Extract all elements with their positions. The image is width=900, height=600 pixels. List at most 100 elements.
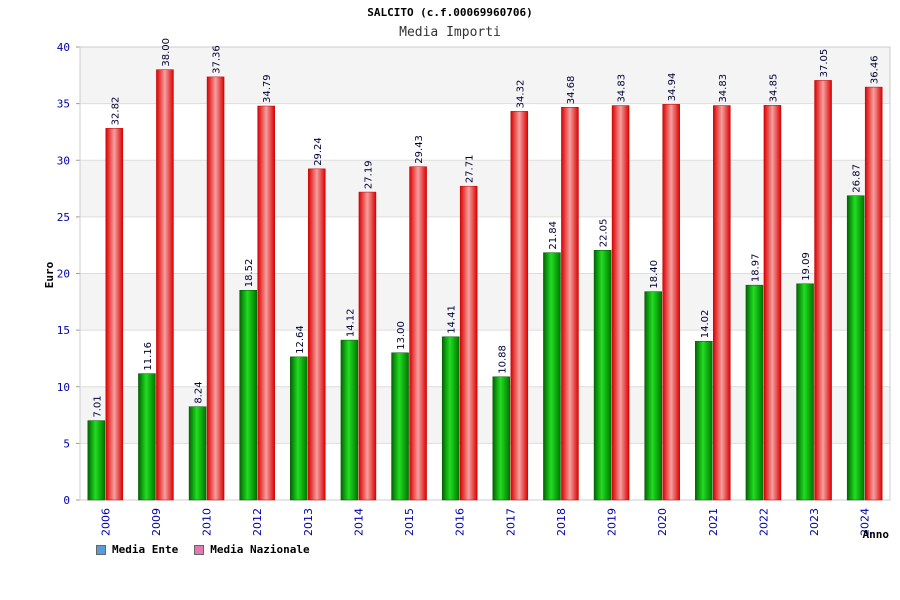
legend-label-media-ente: Media Ente [112, 543, 179, 556]
data-label: 18.97 [750, 254, 761, 283]
bar-media-ente [239, 290, 257, 501]
bar-media-nazionale [206, 76, 225, 501]
data-label: 13.00 [396, 321, 407, 350]
data-label: 12.64 [295, 325, 306, 354]
x-tick-label: 2017 [504, 508, 517, 536]
data-label: 22.05 [599, 219, 610, 248]
y-tick-label: 10 [57, 381, 70, 394]
bar-media-nazionale [409, 166, 427, 501]
data-label: 36.46 [870, 55, 881, 84]
bar-media-nazionale [763, 105, 782, 501]
bar-media-nazionale [662, 104, 680, 501]
data-label: 34.32 [515, 80, 526, 109]
data-label: 19.09 [801, 252, 812, 281]
x-axis-label: Anno [863, 528, 890, 541]
x-tick-label: 2015 [403, 508, 416, 536]
bar-media-nazionale [308, 168, 326, 501]
y-tick-label: 40 [57, 41, 70, 54]
y-tick-label: 15 [57, 324, 70, 337]
data-label: 21.84 [548, 221, 559, 250]
bar-media-nazionale [561, 106, 579, 501]
data-label: 27.19 [363, 160, 374, 189]
data-label: 14.41 [447, 305, 458, 334]
bar-media-ente [846, 195, 865, 501]
y-tick-label: 5 [63, 437, 70, 450]
x-tick-label: 2022 [757, 508, 770, 536]
data-label: 29.43 [414, 135, 425, 164]
data-label: 34.83 [617, 74, 628, 103]
x-tick-label: 2021 [707, 508, 720, 536]
x-tick-label: 2016 [454, 508, 467, 536]
data-label: 34.94 [667, 73, 678, 102]
x-tick-label: 2018 [555, 508, 568, 536]
bar-media-ente [441, 336, 460, 501]
legend-item-media-ente: Media Ente [96, 543, 178, 556]
data-label: 8.24 [194, 381, 205, 403]
bar-media-nazionale [358, 191, 377, 501]
bar-media-nazionale [105, 128, 124, 501]
data-label: 34.79 [262, 74, 273, 103]
y-tick-label: 30 [57, 154, 70, 167]
bar-media-ente [340, 339, 359, 501]
legend-label-media-nazionale: Media Nazionale [210, 543, 310, 556]
bar-media-nazionale [713, 105, 731, 501]
bar-media-ente [593, 250, 612, 501]
bar-media-nazionale [864, 86, 883, 501]
chart-title: SALCITO (c.f.00069960706) [367, 6, 533, 19]
data-label: 34.85 [768, 74, 779, 103]
x-tick-label: 2014 [352, 508, 365, 536]
bar-media-ente [290, 356, 308, 501]
data-label: 38.00 [161, 38, 172, 67]
y-axis-label: Euro [43, 261, 56, 288]
x-tick-label: 2020 [656, 508, 669, 536]
bar-media-ente [188, 406, 207, 501]
bar-media-ente [87, 420, 106, 501]
data-label: 26.87 [852, 164, 863, 193]
x-tick-label: 2012 [251, 508, 264, 536]
bar-media-ente [543, 252, 561, 501]
data-label: 32.82 [110, 97, 121, 126]
data-label: 14.12 [345, 308, 356, 337]
legend: Media Ente Media Nazionale [96, 543, 310, 556]
x-tick-label: 2024 [859, 508, 872, 536]
x-tick-label: 2010 [201, 508, 214, 536]
bar-media-ente [492, 376, 511, 501]
data-label: 37.05 [819, 49, 830, 78]
bar-media-nazionale [156, 69, 174, 501]
y-tick-label: 35 [57, 98, 70, 111]
x-tick-label: 2006 [99, 508, 112, 536]
bar-media-nazionale [510, 111, 529, 501]
bar-media-ente [391, 352, 409, 501]
chart-subtitle: Media Importi [399, 25, 501, 40]
legend-swatch-media-ente [96, 544, 106, 555]
bar-media-nazionale [611, 105, 630, 501]
legend-item-media-nazionale: Media Nazionale [194, 543, 310, 556]
bar-media-ente [796, 283, 814, 501]
bar-media-nazionale [814, 80, 832, 501]
bar-media-ente [745, 284, 764, 501]
plot-area [79, 46, 891, 501]
bar-media-ente [695, 340, 713, 501]
x-tick-label: 2019 [606, 508, 619, 536]
y-tick-label: 20 [57, 268, 70, 281]
x-tick-label: 2009 [150, 508, 163, 536]
data-label: 18.40 [649, 260, 660, 289]
data-label: 11.16 [143, 342, 154, 371]
data-label: 34.83 [718, 74, 729, 103]
bar-media-ente [644, 291, 662, 501]
data-label: 29.24 [313, 137, 324, 166]
bar-media-ente [138, 373, 156, 501]
legend-swatch-media-nazionale [194, 544, 205, 555]
data-label: 7.01 [92, 395, 103, 417]
bar-media-nazionale [459, 185, 478, 501]
x-tick-label: 2013 [302, 508, 315, 536]
y-tick-label: 0 [63, 494, 70, 507]
data-label: 37.36 [212, 45, 223, 74]
data-label: 34.68 [566, 76, 577, 105]
data-label: 27.71 [465, 155, 476, 184]
data-label: 10.88 [497, 345, 508, 374]
data-label: 14.02 [700, 310, 711, 339]
bar-media-nazionale [257, 105, 275, 501]
y-tick-label: 25 [57, 211, 70, 224]
